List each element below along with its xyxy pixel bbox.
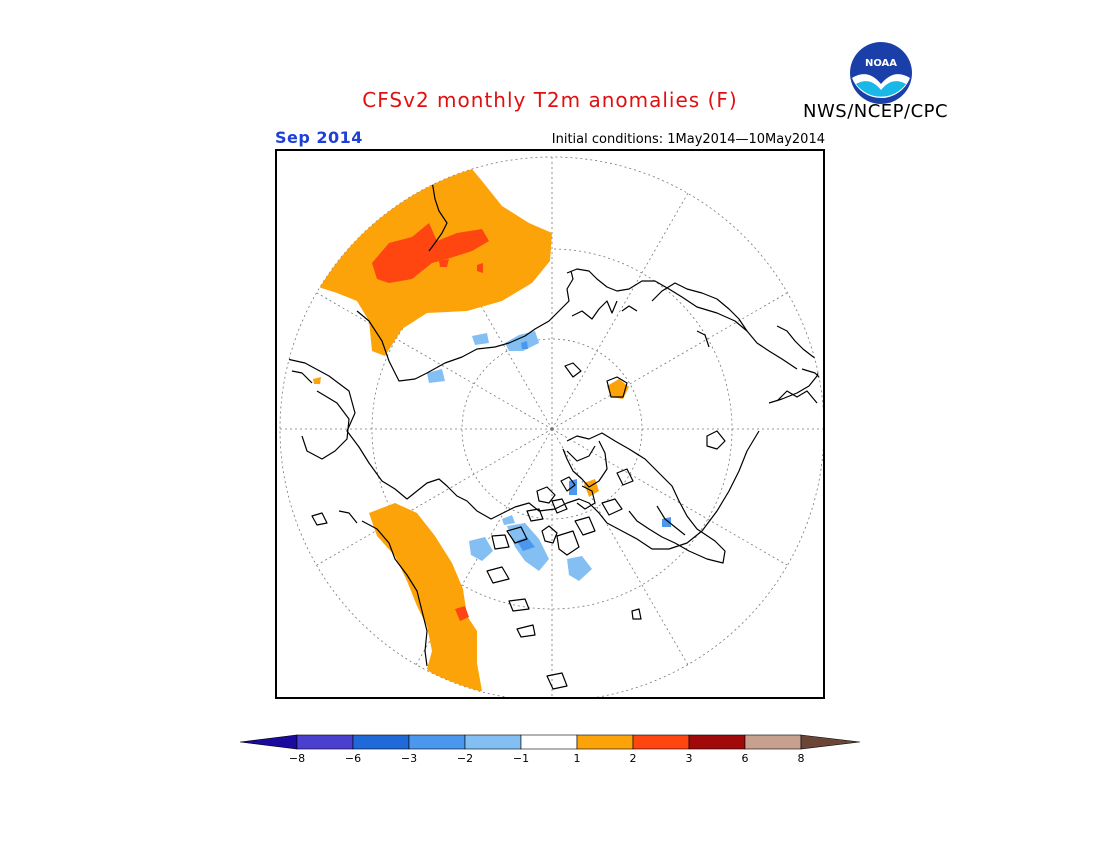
colorbar-tick-label: −2	[456, 752, 474, 765]
colorbar-tick-label: −6	[344, 752, 362, 765]
colorbar-segment-neg2-neg1	[464, 734, 522, 750]
colorbar-segment-3-6	[688, 734, 746, 750]
initial-conditions: Initial conditions: 1May2014—10May2014	[551, 132, 825, 147]
colorbar-tick-label: −1	[512, 752, 530, 765]
svg-text:NOAA: NOAA	[865, 58, 897, 69]
colorbar-segment-neg1-1	[520, 734, 578, 750]
colorbar-segment-neg6-neg3	[352, 734, 410, 750]
noaa-logo: NOAA	[848, 40, 914, 106]
colorbar-segment-1-2	[576, 734, 634, 750]
colorbar-tick-label: −8	[288, 752, 306, 765]
colorbar-tick-label: 2	[629, 752, 637, 765]
colorbar-tick-label: 8	[797, 752, 805, 765]
map-title: CFSv2 monthly T2m anomalies (F)	[362, 88, 738, 112]
colorbar-tick-label: 6	[741, 752, 749, 765]
agency-label: NWS/NCEP/CPC	[803, 101, 949, 122]
colorbar-segment-6-8	[744, 734, 802, 750]
colorbar-tick-label: 1	[573, 752, 581, 765]
hot-anomaly-asia	[372, 223, 489, 283]
colorbar-arrow-right	[800, 734, 860, 750]
cool-anomalies	[427, 331, 671, 581]
colorbar-arrow-left	[240, 734, 298, 750]
colorbar-segment-2-3	[632, 734, 690, 750]
colorbar-tick-label: −3	[400, 752, 418, 765]
colorbar-tick-label: 3	[685, 752, 693, 765]
polar-map	[275, 149, 825, 699]
coastlines	[286, 170, 823, 697]
color-scale-bar	[240, 734, 860, 750]
hot-anomaly-north-america	[455, 606, 469, 621]
colorbar-segment-neg8-neg6	[296, 734, 354, 750]
warm-anomaly-north-america	[369, 503, 482, 696]
colorbar-segment-neg3-neg2	[408, 734, 466, 750]
polar-map-svg	[279, 156, 823, 697]
forecast-month: Sep 2014	[275, 128, 363, 147]
